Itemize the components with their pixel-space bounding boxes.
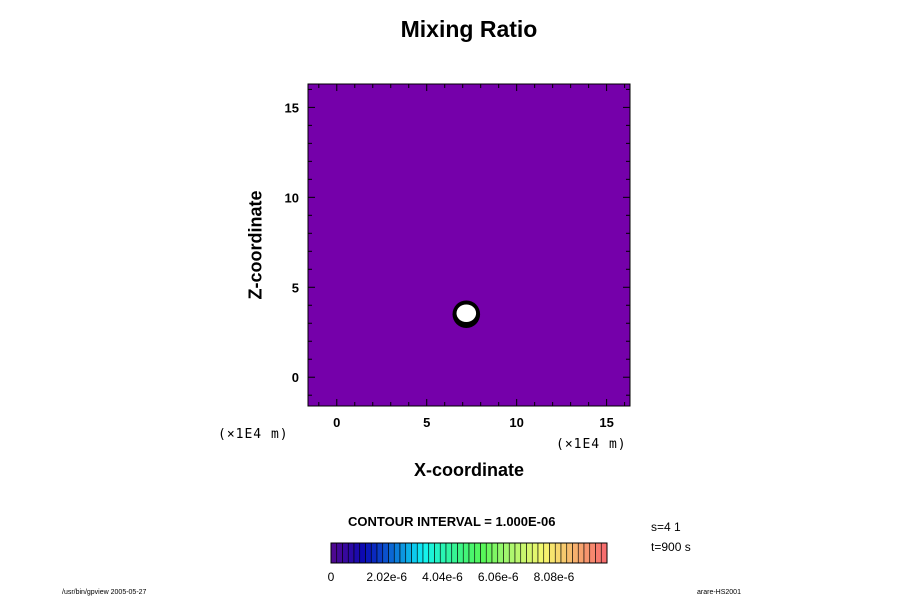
x-tick-label: 10 [509,415,523,430]
contour-interval-text: CONTOUR INTERVAL = 1.000E-06 [348,514,556,529]
colorbar-cell [457,542,464,564]
colorbar-cell [583,542,591,564]
colorbar-cell [480,542,487,564]
step-text: s=4 1 [651,520,681,534]
x-axis-label: X-coordinate [413,460,524,480]
colorbar-tick-label: 4.04e-6 [422,570,463,584]
colorbar-cell [330,542,338,564]
colorbar-cell [376,542,384,564]
colorbar-cell [468,542,476,564]
colorbar-cell [451,542,458,564]
colorbar-cell [405,542,412,564]
colorbar-cell [370,542,378,564]
colorbar-cell [554,542,562,564]
colorbar-cell [382,542,389,564]
colorbar-cell [572,542,579,564]
colorbar-cell [347,542,355,564]
colorbar-cell [439,542,447,564]
colorbar-cell [531,542,539,564]
colorbar-cell [445,542,453,564]
x-tick-label: 15 [599,415,613,430]
colorbar-tick-label: 0 [328,570,335,584]
x-unit-label: (×1E4 m) [218,427,289,442]
colorbar-cell [549,542,556,564]
colorbar-tick-label: 8.08e-6 [534,570,575,584]
colorbar-cell [560,542,568,564]
colorbar-cell [600,542,608,564]
colorbar-cell [566,542,573,564]
colorbar-cell [353,542,361,564]
heatmap-background [308,84,630,406]
colorbar-cell [520,542,527,564]
y-tick-label: 10 [285,190,299,205]
colorbar-tick-label: 2.02e-6 [366,570,407,584]
colorbar-cell [474,542,481,564]
colorbar-cell [589,542,596,564]
colorbar-cell [497,542,504,564]
colorbar-cell [422,542,430,564]
colorbar-cell [577,542,585,564]
colorbar-cell [537,542,545,564]
colorbar-cell [491,542,499,564]
plot-layer: 0 5 10 15 0 5 10 15 [285,83,631,430]
x-tick-label: 0 [333,415,340,430]
colorbar-cell [508,542,516,564]
colorbar-cell [365,542,372,564]
colorbar-cell [342,542,349,564]
colorbar-cell [393,542,401,564]
colorbar-cell [359,542,366,564]
x-tick-label: 5 [423,415,430,430]
colorbar-frame [330,542,608,564]
colorbar-cell [388,542,395,564]
y-tick-label: 5 [292,280,299,295]
y-axis-label: Z-coordinate [245,190,266,300]
y-tick-label: 0 [292,370,299,385]
time-text: t=900 s [651,540,691,554]
feature-blob [456,304,477,323]
footer-left: /usr/bin/gpview 2005-05-27 [62,589,147,596]
colorbar-cell [595,542,602,564]
colorbar: 0 2.02e-6 4.04e-6 6.06e-6 8.08e-6 [328,542,608,584]
colorbar-cell [526,542,533,564]
colorbar-cell [336,542,343,564]
colorbar-cell [434,542,441,564]
footer-right: arare-HS2001 [697,589,741,596]
colorbar-cell [514,542,522,564]
plot-frame [307,83,631,407]
colorbar-cell [485,542,493,564]
colorbar-cell [399,542,407,564]
chart-title: Mixing Ratio [400,16,538,42]
colorbar-cell [503,542,510,564]
colorbar-tick-label: 6.06e-6 [478,570,519,584]
colorbar-cell [416,542,424,564]
colorbar-cell [428,542,435,564]
colorbar-cell [462,542,470,564]
z-unit-label: (×1E4 m) [556,437,627,452]
colorbar-cell [411,542,418,564]
y-tick-label: 15 [285,100,299,115]
colorbar-cell [543,542,550,564]
